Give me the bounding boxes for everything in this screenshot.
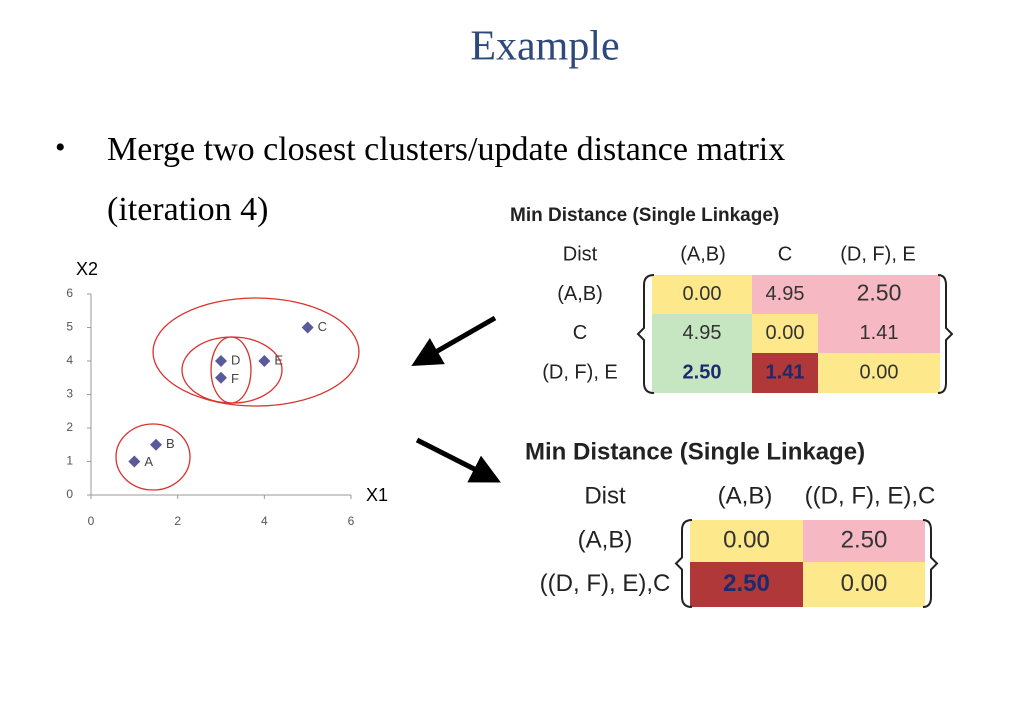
point — [258, 355, 271, 367]
cell-value: 2.50 — [723, 570, 770, 597]
brace — [937, 274, 954, 394]
brace — [636, 274, 655, 394]
y-tick-label: 1 — [66, 454, 73, 468]
table-cell — [803, 562, 925, 607]
cluster-outlines — [115, 297, 360, 491]
point — [215, 371, 227, 384]
row-label: (A,B) — [557, 283, 603, 305]
cell-value: 4.95 — [683, 322, 722, 344]
table-cell — [690, 562, 803, 607]
y-axis-label: X2 — [76, 259, 98, 279]
table-cell — [752, 353, 818, 393]
y-tick-label: 2 — [66, 420, 73, 434]
table-header: Dist — [563, 243, 598, 265]
table-title: Min Distance (Single Linkage) — [525, 438, 865, 465]
cell-value: 2.50 — [683, 361, 722, 383]
table-cell — [803, 520, 925, 562]
cell-value: 1.41 — [766, 361, 805, 383]
table-cell — [752, 275, 818, 314]
table-cell — [690, 520, 803, 562]
x-tick-label: 4 — [261, 514, 268, 528]
point-label: B — [166, 436, 175, 451]
point — [301, 321, 314, 334]
x-tick-label: 6 — [348, 514, 355, 528]
point-label: A — [144, 454, 153, 469]
tables: Min Distance (Single Linkage) Dist (A,B) C (… — [510, 205, 954, 608]
bullet: • — [55, 131, 66, 164]
table-header: C — [778, 243, 792, 265]
point-label: E — [274, 352, 283, 367]
cell-value: 0.00 — [766, 322, 805, 344]
x-axis-label: X1 — [366, 485, 388, 505]
table-cell — [818, 353, 940, 393]
cell-value: 0.00 — [841, 570, 888, 597]
y-tick-label: 6 — [66, 286, 73, 300]
table-cell — [818, 275, 940, 314]
scatter-chart: 0 2 4 6 0 1 2 3 4 5 6 X1 X2 AB C D E F — [66, 259, 388, 528]
table-header: Dist — [584, 482, 626, 509]
cell-value: 0.00 — [683, 283, 722, 305]
y-tick-label: 0 — [66, 487, 73, 501]
cell-value: 2.50 — [841, 526, 888, 553]
arrow — [415, 437, 501, 483]
cell-value: 4.95 — [766, 283, 805, 305]
x-tick-label: 0 — [88, 514, 95, 528]
row-label: (A,B) — [578, 526, 633, 553]
table-cell — [652, 275, 752, 314]
table-header: (A,B) — [680, 243, 726, 265]
y-tick-label: 3 — [66, 387, 73, 401]
cell-value: 1.41 — [860, 322, 899, 344]
bullet-text: (iteration 4) — [107, 191, 268, 228]
cell-value: 0.00 — [860, 361, 899, 383]
bullet-text: Merge two closest clusters/update distan… — [107, 131, 785, 168]
table-cell — [818, 314, 940, 353]
brace — [922, 519, 939, 608]
table-header: (D, F), E — [840, 243, 916, 265]
row-label: C — [573, 322, 587, 344]
table-title: Min Distance (Single Linkage) — [510, 205, 779, 226]
slide-title: Example — [470, 24, 619, 70]
table-cell — [752, 314, 818, 353]
point — [128, 455, 141, 468]
x-tick-label: 2 — [174, 514, 181, 528]
cell-value: 2.50 — [857, 280, 902, 306]
table-cell — [652, 353, 752, 393]
point-label: D — [231, 352, 240, 367]
table-cell — [652, 314, 752, 353]
row-label: ((D, F), E),C — [540, 570, 671, 597]
point-label: C — [318, 319, 327, 334]
y-tick-label: 4 — [66, 353, 73, 367]
arrow — [411, 315, 497, 366]
point — [150, 438, 162, 451]
table-header: (A,B) — [718, 482, 773, 509]
table-header: ((D, F), E),C — [805, 482, 936, 509]
point-label: F — [231, 371, 239, 386]
y-tick-label: 5 — [66, 320, 73, 334]
cell-value: 0.00 — [723, 526, 770, 553]
point — [215, 355, 227, 367]
row-label: (D, F), E — [542, 361, 618, 383]
brace — [674, 519, 693, 608]
